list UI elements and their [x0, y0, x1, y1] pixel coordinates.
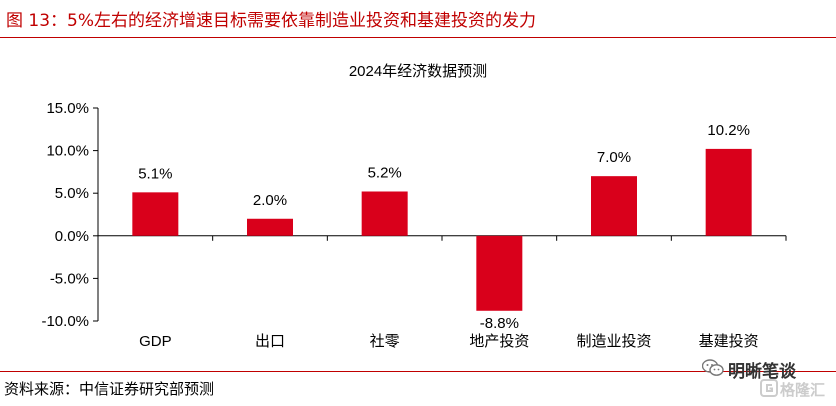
gelonghui-logo-icon: [760, 379, 778, 397]
x-tick-label: 社零: [370, 333, 400, 350]
data-label: 10.2%: [707, 122, 750, 139]
y-tick-label: 5.0%: [55, 185, 89, 202]
watermark-primary-text: 明晰笔谈: [728, 362, 796, 382]
watermark-secondary-text: 格隆汇: [780, 381, 826, 399]
bar: [247, 218, 293, 236]
y-tick-label: 10.0%: [46, 143, 89, 160]
figure-caption: 图 13：5%左右的经济增速目标需要依靠制造业投资和基建投资的发力: [6, 11, 537, 31]
y-tick-label: -5.0%: [50, 270, 89, 287]
bar: [132, 192, 179, 236]
x-tick-label: 制造业投资: [576, 333, 651, 350]
y-tick-label: -10.0%: [41, 313, 89, 330]
y-tick-label: 15.0%: [46, 100, 89, 117]
chart-title: 2024年经济数据预测: [349, 63, 487, 80]
bar: [705, 148, 752, 236]
bar: [361, 191, 408, 236]
top-rule: [0, 37, 836, 38]
source-note: 资料来源：中信证券研究部预测: [4, 380, 215, 398]
wechat-icon: [702, 359, 724, 376]
x-tick-label: 基建投资: [699, 333, 759, 350]
bar: [591, 176, 637, 236]
data-label: 5.2%: [368, 164, 402, 181]
bottom-rule: [0, 371, 836, 372]
x-tick-label: 地产投资: [469, 333, 529, 350]
data-label: 2.0%: [253, 192, 287, 209]
x-tick-label: 出口: [255, 333, 285, 350]
data-label: 7.0%: [597, 149, 631, 166]
x-tick-label: GDP: [139, 333, 172, 350]
bar: [476, 235, 523, 311]
watermark: 明晰笔谈 格隆汇: [694, 357, 832, 401]
data-label: 5.1%: [138, 165, 172, 182]
data-label: -8.8%: [480, 315, 519, 332]
y-tick-label: 0.0%: [55, 228, 89, 245]
